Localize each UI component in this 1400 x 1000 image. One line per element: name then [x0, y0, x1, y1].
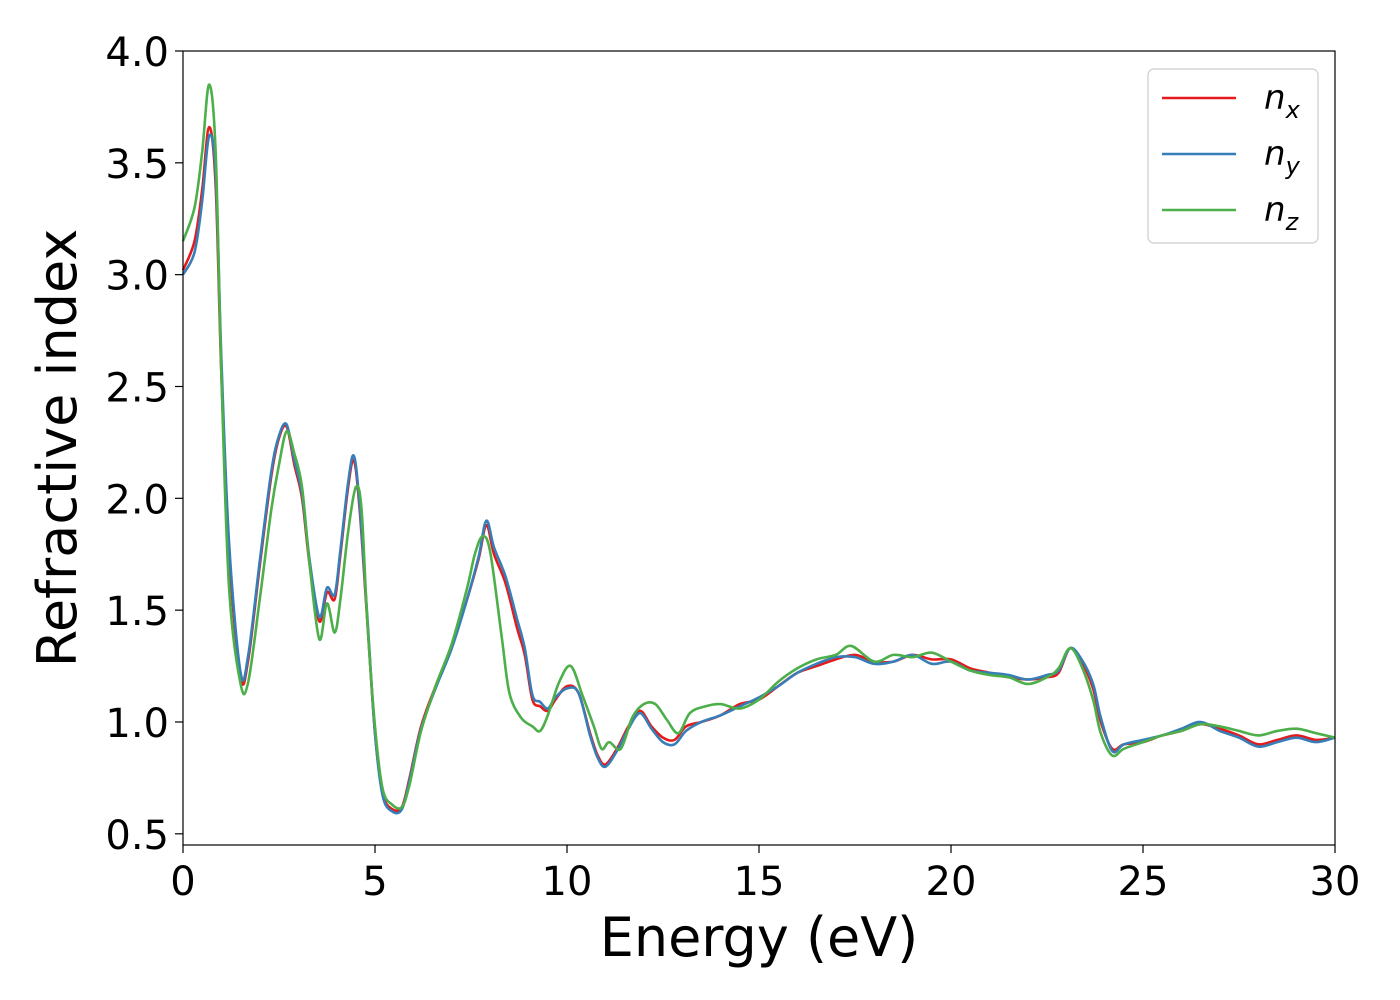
- legend-label-n_y: ny: [1264, 134, 1301, 180]
- x-tick-label: 10: [542, 859, 593, 905]
- y-tick-label: 1.5: [105, 589, 169, 635]
- x-tick-label: 30: [1310, 859, 1361, 905]
- y-tick-label: 1.0: [105, 701, 169, 747]
- y-tick-label: 0.5: [105, 813, 169, 859]
- x-tick-label: 15: [734, 859, 785, 905]
- legend-box: [1147, 68, 1319, 244]
- legend-label-n_x: nx: [1264, 78, 1301, 124]
- y-tick-label: 4.0: [105, 30, 169, 76]
- y-tick-label: 2.5: [105, 365, 169, 411]
- series-line-n_z: [181, 83, 1336, 810]
- y-tick-label: 3.5: [105, 142, 169, 188]
- x-tick-label: 5: [362, 859, 387, 905]
- y-tick-label: 2.0: [105, 477, 169, 523]
- legend-label-n_z: nz: [1264, 190, 1300, 236]
- x-axis-title: Energy (eV): [600, 906, 919, 969]
- y-axis: 0.5 1.0 1.5 2.0 2.5 3.0 3.5 4.0: [105, 30, 183, 859]
- x-tick-label: 0: [170, 859, 195, 905]
- y-tick-label: 3.0: [105, 254, 169, 300]
- series-layer: [181, 83, 1336, 815]
- x-tick-label: 20: [926, 859, 977, 905]
- x-tick-label: 25: [1118, 859, 1169, 905]
- x-axis: 0 5 10 15 20 25 30: [170, 845, 1360, 905]
- y-axis-title: Refractive index: [26, 229, 89, 668]
- legend: nx ny nz: [1147, 68, 1319, 244]
